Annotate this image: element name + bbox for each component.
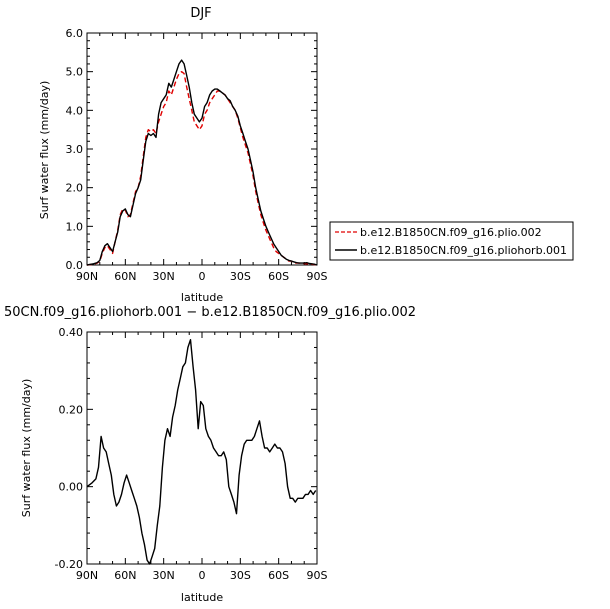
legend-box [329,221,574,261]
y-tick-label: 4.0 [66,104,84,117]
x-tick-label: 90N [76,270,98,283]
series-line-0-0 [86,70,318,266]
bottom-y-axis-label: Surf water flux (mm/day) [20,379,33,518]
top-plot-frame [86,32,318,266]
x-tick-label: 30N [153,569,175,582]
x-tick-label: 60N [114,569,136,582]
y-tick-label: 6.0 [66,27,84,40]
legend: b.e12.B1850CN.f09_g16.plio.002 b.e12.B18… [329,221,574,261]
x-tick-label: 90S [307,270,328,283]
y-tick-label: 2.0 [66,182,84,195]
x-tick-label: 0 [199,569,206,582]
x-tick-label: 90N [76,569,98,582]
x-tick-label: 60S [268,569,289,582]
x-tick-label: 60N [114,270,136,283]
bottom-plot-frame [86,331,318,565]
series-line-1-0 [86,339,317,565]
x-tick-label: 30S [230,270,251,283]
top-y-axis-label: Surf water flux (mm/day) [38,81,51,220]
y-tick-label: 0.00 [59,481,84,494]
top-panel-title: DJF [190,6,211,21]
y-tick-label: 5.0 [66,66,84,79]
series-line-0-1 [86,59,318,266]
bottom-panel-title: 50CN.f09_g16.pliohorb.001 − b.e12.B1850C… [4,305,416,320]
y-tick-label: 0.20 [59,403,84,416]
y-tick-label: 3.0 [66,143,84,156]
top-panel: DJF 90N 60N 30N 0 30S 60S 90S 0.0 1.0 2.0 3.0 4.0 5.… [38,6,328,304]
x-tick-label: 30S [230,569,251,582]
legend-label-pliohorb: b.e12.B1850CN.f09_g16.pliohorb.001 [360,244,567,257]
top-x-axis-label: latitude [181,291,223,304]
bottom-x-axis-label: latitude [181,591,223,604]
y-tick-label: -0.20 [55,558,83,571]
x-tick-label: 0 [199,270,206,283]
x-tick-label: 30N [153,270,175,283]
y-tick-label: 0.40 [59,326,84,339]
y-tick-label: 0.0 [66,259,84,272]
legend-label-plio: b.e12.B1850CN.f09_g16.plio.002 [360,226,542,239]
bottom-panel: 50CN.f09_g16.pliohorb.001 − b.e12.B1850C… [4,305,416,604]
x-tick-label: 90S [307,569,328,582]
y-tick-label: 1.0 [66,220,84,233]
x-tick-label: 60S [268,270,289,283]
